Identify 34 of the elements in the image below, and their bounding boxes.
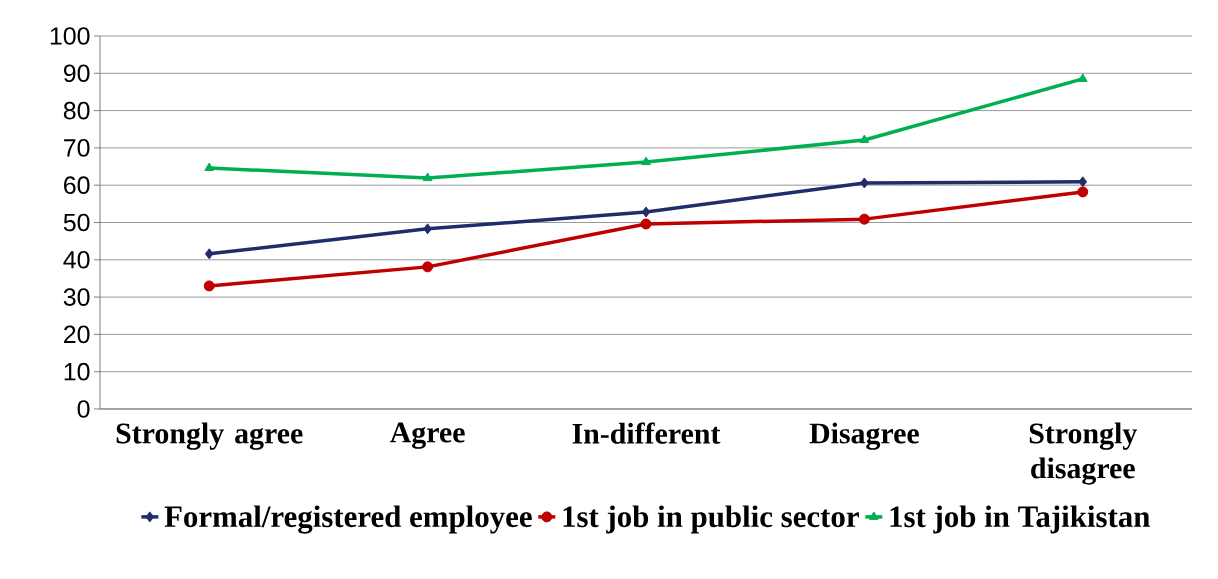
point — [641, 156, 651, 166]
legend-label: Formal/registered employee — [164, 505, 532, 534]
point — [858, 213, 870, 225]
point — [203, 280, 215, 292]
x-tick-label: In-different — [572, 422, 721, 444]
x-tick-label: Disagree — [809, 422, 919, 450]
y-tick-label: 10 — [64, 362, 90, 381]
point — [422, 172, 433, 182]
y-tick-label: 70 — [64, 139, 90, 157]
point — [204, 248, 214, 260]
point — [1077, 186, 1089, 198]
point — [204, 162, 215, 172]
y-tick-label: 20 — [64, 325, 90, 344]
y-tick-label: 80 — [63, 101, 90, 120]
point — [1077, 73, 1088, 82]
point — [640, 218, 652, 230]
x-tick-label: Strongly agree — [116, 422, 303, 450]
y-tick-label: 100 — [50, 27, 90, 45]
point — [641, 206, 651, 218]
y-tick-label: 0 — [77, 400, 90, 418]
legend-label: 1st job in Tajikistan — [890, 505, 1150, 534]
point — [422, 261, 434, 273]
y-tick-label: 40 — [63, 250, 90, 269]
point — [1078, 176, 1088, 188]
legend-label: 1st job in public sector — [563, 505, 859, 534]
y-tick-label: 90 — [63, 64, 90, 83]
y-tick-label: 60 — [64, 176, 90, 195]
point — [423, 223, 432, 235]
point — [859, 134, 870, 144]
x-tick-label: Strongly disagree — [1029, 422, 1137, 485]
x-tick-label: Agree — [390, 422, 465, 449]
y-tick-label: 50 — [63, 213, 90, 232]
point — [860, 177, 869, 189]
y-tick-label: 30 — [63, 288, 90, 306]
